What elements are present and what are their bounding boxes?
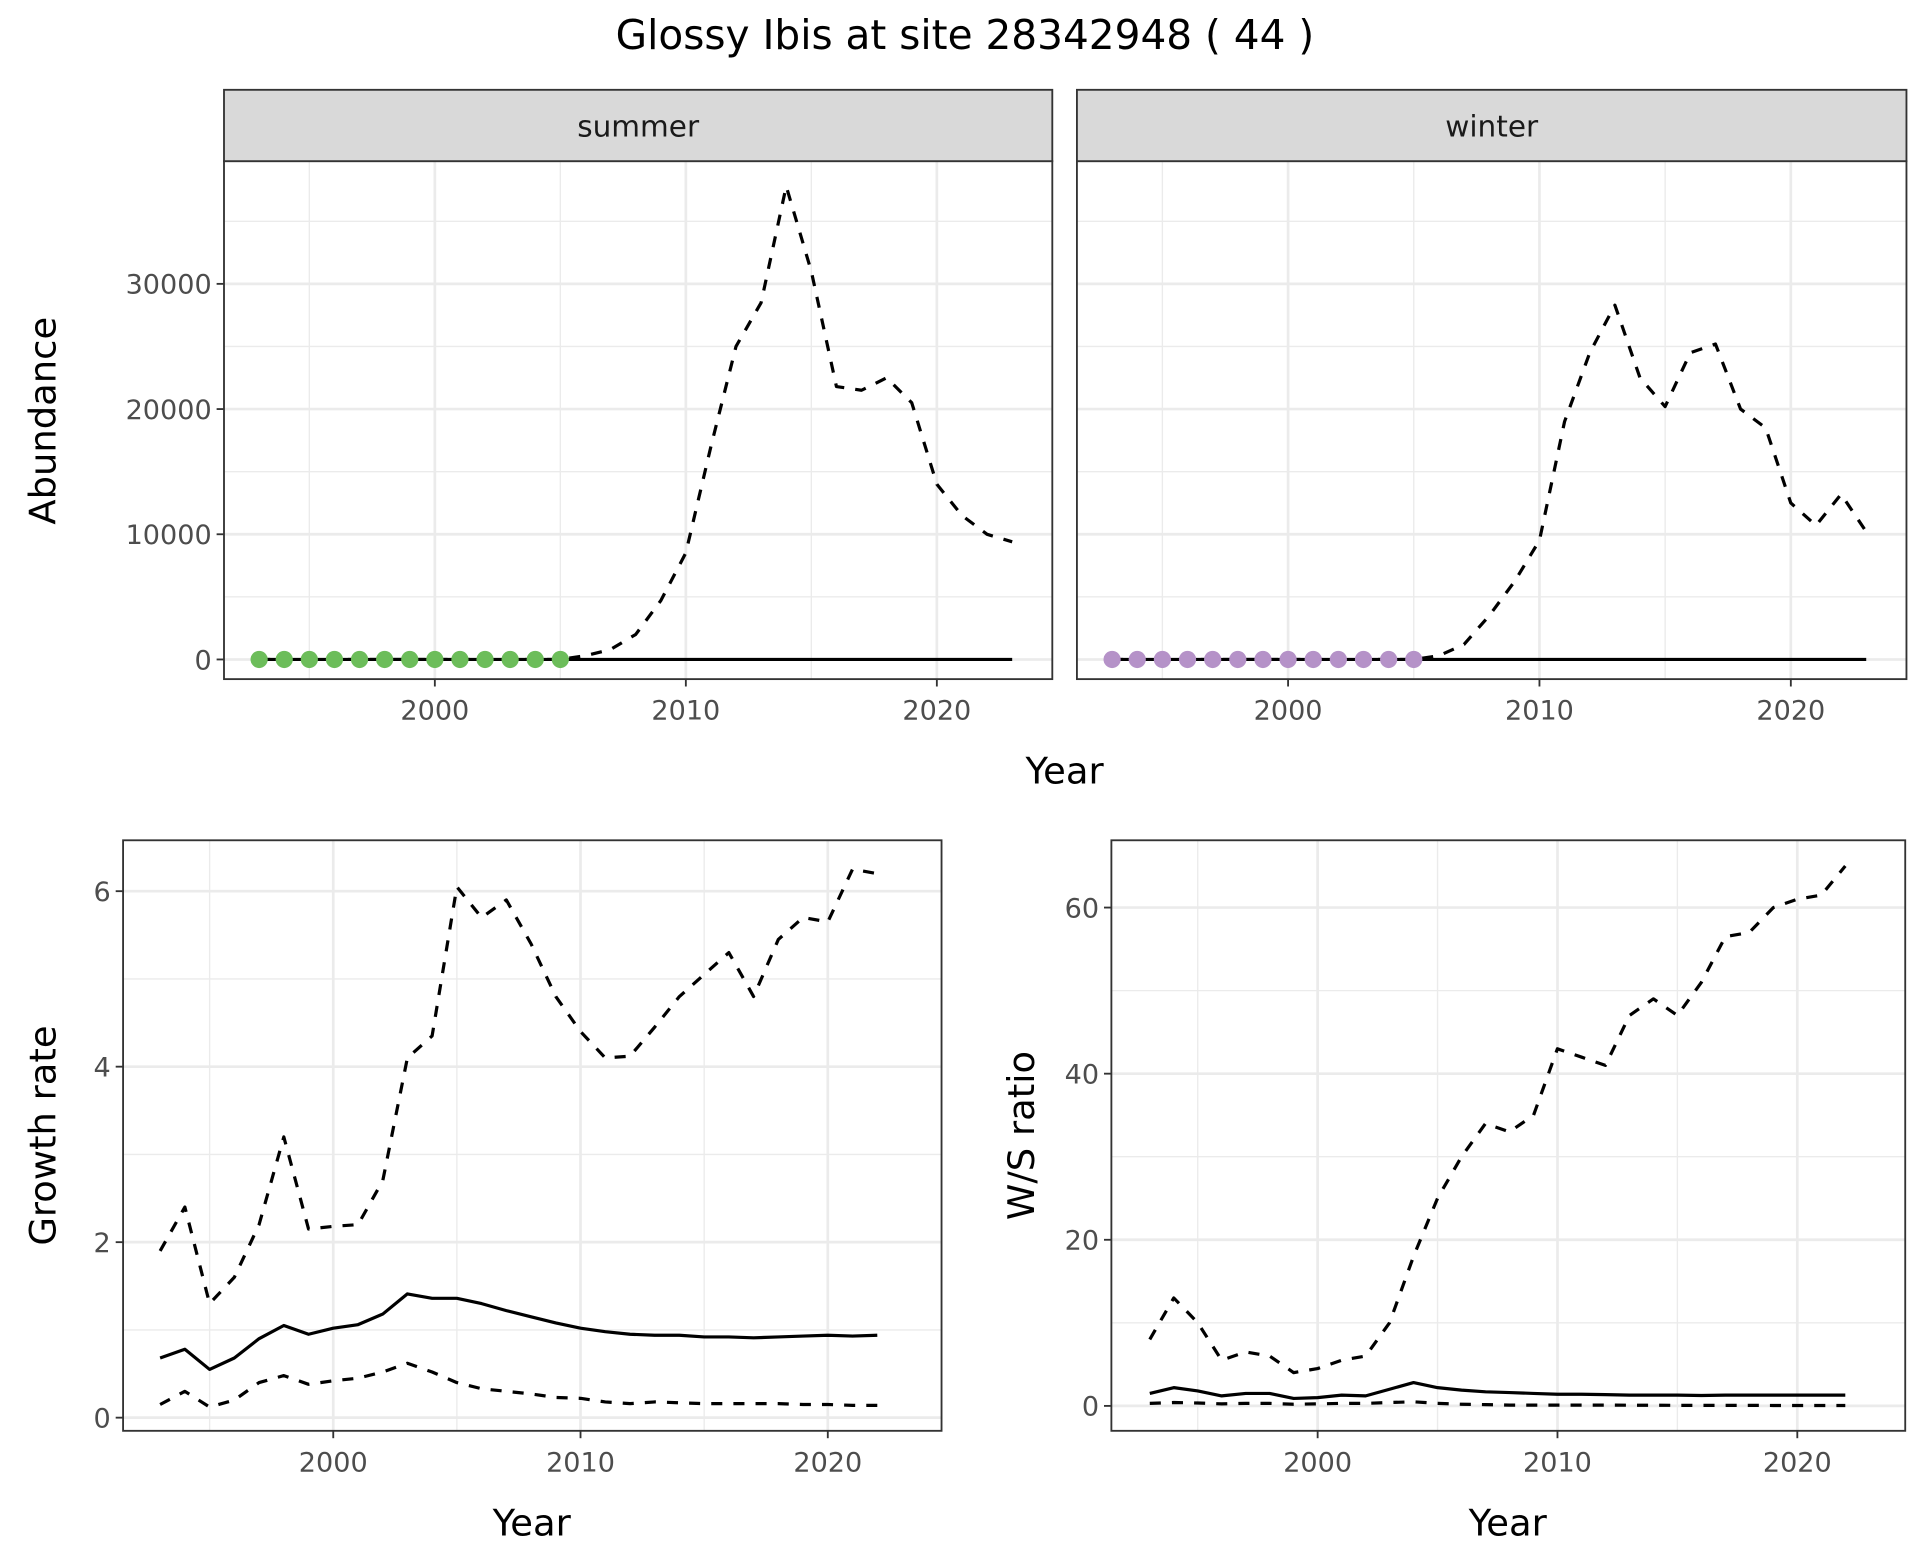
data-point — [1103, 650, 1121, 669]
data-point — [350, 650, 369, 669]
y-tick-label: 2 — [94, 1228, 111, 1259]
series-line-dashed-0 — [1148, 864, 1847, 1375]
x-tick-label: 2020 — [793, 1447, 862, 1478]
data-point — [325, 650, 344, 669]
plot-background — [1111, 840, 1906, 1431]
data-point — [426, 650, 444, 669]
panel-summer-abundance: 2000 2010 2020 0 10000 20000 30000 summer Abun… — [21, 88, 1054, 727]
plot-background — [224, 161, 1053, 680]
data-point — [526, 650, 544, 669]
y-tick-label: 30000 — [126, 270, 212, 301]
series-line-solid-1 — [159, 1292, 878, 1372]
facet-strip-summer — [223, 88, 1054, 163]
panel-border — [122, 839, 943, 1432]
x-axis-title-top: Year — [1025, 750, 1105, 793]
series-line-solid-1 — [1149, 1380, 1846, 1401]
x-tick-label: 2000 — [400, 696, 469, 727]
figure-title: Glossy Ibis at site 28342948 ( 44 ) — [616, 11, 1315, 59]
data-point — [501, 650, 519, 669]
data-point — [1153, 650, 1172, 669]
data-point — [250, 650, 268, 669]
data-point — [551, 650, 569, 669]
y-axis-title-growth-rate: Growth rate — [21, 1025, 64, 1245]
data-point — [300, 650, 318, 669]
y-tick-label: 40 — [1065, 1060, 1099, 1091]
y-tick-label: 20000 — [126, 395, 212, 426]
data-point — [476, 650, 494, 669]
data-point — [376, 650, 394, 669]
y-axis-title-abundance: Abundance — [21, 317, 64, 525]
x-tick-label: 2010 — [1505, 696, 1574, 727]
facet-label-summer: summer — [577, 110, 700, 144]
y-axis-title-ws-ratio: W/S ratio — [1000, 1051, 1043, 1220]
data-point — [1254, 650, 1272, 669]
panel-winter-abundance: 2000 2010 2020 winter — [1076, 88, 1908, 727]
data-point — [1279, 650, 1297, 669]
series-line-dashed-0 — [158, 867, 878, 1306]
data-point — [1380, 650, 1398, 669]
data-point — [1229, 650, 1247, 669]
y-tick-label: 60 — [1065, 893, 1099, 924]
data-point — [1329, 650, 1347, 669]
x-tick-label: 2010 — [1523, 1447, 1592, 1478]
data-point — [451, 650, 469, 669]
x-axis-title-ws-ratio: Year — [1468, 1501, 1548, 1544]
series-line-dashed-0 — [259, 184, 1013, 662]
plot-background — [123, 840, 942, 1431]
data-point — [1128, 650, 1146, 669]
data-point — [1405, 650, 1423, 669]
series-line-dashed-2 — [159, 1361, 878, 1409]
x-tick-label: 2020 — [902, 696, 971, 727]
x-axis-title-growth-rate: Year — [492, 1501, 572, 1544]
x-tick-label: 2020 — [1763, 1447, 1832, 1478]
x-tick-label: 2000 — [299, 1447, 368, 1478]
data-point — [401, 650, 419, 669]
y-tick-label: 0 — [94, 1404, 111, 1435]
panel-ws-ratio: 2000 2010 2020 0 20 40 60 W/S ratio Year — [1000, 839, 1907, 1544]
x-tick-label: 2010 — [546, 1447, 615, 1478]
series-line-dashed-0 — [1112, 303, 1868, 662]
x-tick-label: 2020 — [1756, 696, 1825, 727]
facet-label-winter: winter — [1445, 110, 1539, 144]
panel-growth-rate: 2000 2010 2020 0 2 4 6 Growth rate Year — [21, 839, 943, 1544]
y-tick-label: 0 — [1082, 1392, 1099, 1423]
facet-strip-winter — [1076, 88, 1908, 163]
data-point — [1354, 650, 1373, 669]
plot-background — [1076, 161, 1907, 680]
x-tick-label: 2000 — [1283, 1447, 1352, 1478]
series-line-dashed-2 — [1149, 1400, 1846, 1408]
data-point — [1204, 650, 1222, 669]
y-tick-label: 10000 — [126, 520, 212, 551]
y-tick-label: 20 — [1065, 1226, 1099, 1257]
data-point — [1304, 650, 1322, 669]
x-tick-label: 2010 — [651, 696, 720, 727]
data-point — [275, 650, 293, 669]
data-point — [1178, 650, 1197, 669]
panel-border — [1110, 839, 1907, 1432]
x-tick-label: 2000 — [1254, 696, 1323, 727]
y-tick-label: 4 — [94, 1053, 111, 1084]
y-tick-label: 6 — [94, 877, 111, 908]
y-tick-label: 0 — [194, 645, 211, 676]
